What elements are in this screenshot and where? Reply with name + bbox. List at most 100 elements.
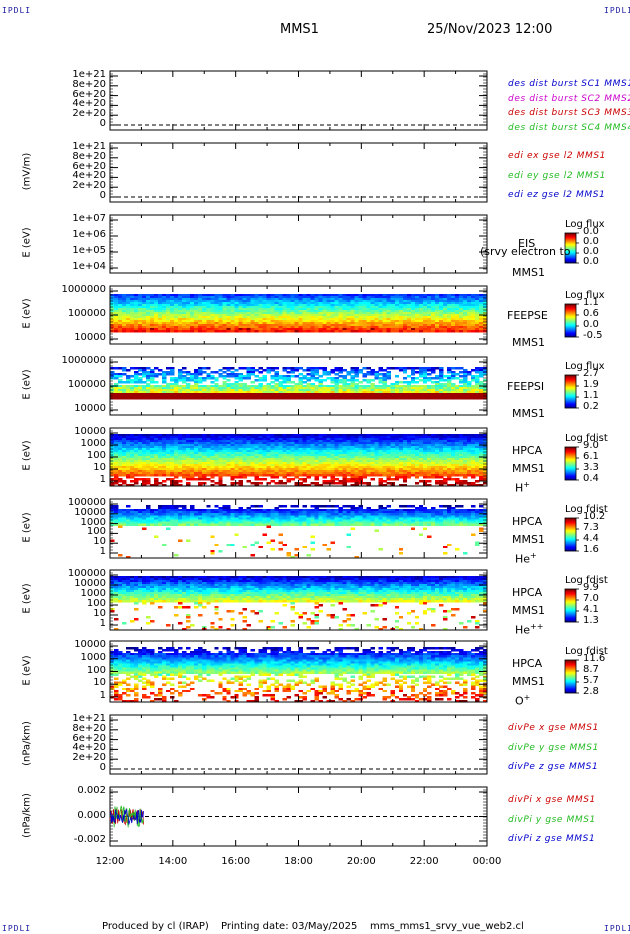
hpca-hepp-colorbar-label: 1.3 <box>583 615 599 626</box>
x-tick-label: 18:00 <box>284 856 313 867</box>
eis-ylabel: E (eV) <box>21 227 33 258</box>
eis-colorbar-label: 0.0 <box>583 226 599 237</box>
hpca-he-colorbar-label: 1.6 <box>583 544 599 555</box>
hpca-o-ytick-label: 10 <box>93 677 106 689</box>
hpca-hepp-species-label: He++ <box>515 622 544 637</box>
hpca-hepp-colorbar-label: 7.0 <box>583 593 599 604</box>
hpca-he-ytick-label: 100000 <box>67 497 106 508</box>
hpca-hepp-colorbar-label: 9.9 <box>583 582 599 593</box>
hpca-o-ytick-label: 1 <box>99 690 106 701</box>
hpca-he-colorbar-label: 4.4 <box>583 533 599 544</box>
eis-spacecraft-label: MMS1 <box>512 266 545 279</box>
hpca-he-ytick-label: 1000 <box>80 516 106 528</box>
feeps-e-colorbar-label: 0.6 <box>583 308 599 319</box>
hpca-he-colorbar-label: 7.3 <box>583 522 599 533</box>
feeps-e-colorbar-label: -0.5 <box>583 330 603 341</box>
feeps-e-spacecraft-label: MMS1 <box>512 336 545 349</box>
hpca-hepp-ytick-label: 100 <box>86 598 106 609</box>
edi-legend-3: edi ez gse l2 MMS1 <box>508 190 606 200</box>
edi-ytick-label: 6e+20 <box>72 160 106 172</box>
divpe-ytick-label: 4e+20 <box>72 742 106 754</box>
x-tick-label: 22:00 <box>409 856 439 867</box>
hpca-he-colorbar <box>564 517 579 552</box>
eis-ytick-label: 1e+05 <box>72 245 106 256</box>
eis-ytick-label: 1e+06 <box>72 229 106 240</box>
feeps-i-colorbar-label: 0.2 <box>583 401 599 412</box>
x-tick-label: 14:00 <box>158 856 188 867</box>
feeps-e-spectrogram <box>110 294 488 333</box>
hpca-hepp-colorbar <box>564 588 579 623</box>
hpca-h-spacecraft-label: MMS1 <box>512 462 545 475</box>
divpi-legend-1: divPi x gse MMS1 <box>508 795 596 805</box>
des-dist-legend-2: des dist burst SC2 MMS2 <box>508 93 630 104</box>
eis-ytick-label: 1e+04 <box>72 261 106 272</box>
hpca-hepp-ytick-label: 1 <box>99 618 106 629</box>
hpca-o-instrument-label: HPCA <box>512 657 543 670</box>
feeps-e-ytick-label: 100000 <box>67 308 106 319</box>
hpca-hepp-spacecraft-label: MMS1 <box>512 604 545 617</box>
divpi-trace <box>109 808 144 825</box>
hpca-he-ylabel: E (eV) <box>21 511 33 543</box>
eis-frame <box>109 214 488 274</box>
feeps-e-ytick-label: 10000 <box>74 332 106 343</box>
corner-label-bottom-right: IPDLI <box>604 924 630 933</box>
hpca-h-ylabel: E (eV) <box>21 440 33 471</box>
hpca-h-colorbar-label: 9.0 <box>583 440 599 451</box>
datetime-title: 25/Nov/2023 12:00 <box>427 22 553 37</box>
feeps-i-colorbar-label: 1.9 <box>583 379 599 390</box>
footer-script: mms_mms1_srvy_vue_web2.cl <box>370 921 524 932</box>
hpca-o-ytick-label: 100 <box>86 664 106 676</box>
eis-colorbar-label: 0.0 <box>583 236 599 247</box>
feeps-e-colorbar <box>564 303 579 338</box>
divpe-ytick-label: 0 <box>99 762 106 773</box>
feeps-i-ytick-label: 10000 <box>74 403 106 414</box>
hpca-he-colorbar-title: Log fdist <box>565 504 608 515</box>
x-tick-label: 16:00 <box>221 856 251 867</box>
hpca-o-colorbar-label: 2.8 <box>583 686 599 697</box>
hpca-o-colorbar <box>564 659 579 694</box>
hpca-o-species-charge: + <box>523 693 531 702</box>
des-dist-ytick-label: 0 <box>99 118 106 129</box>
edi-ytick-label: 2e+20 <box>72 180 106 192</box>
panel-hpca-o <box>109 640 579 703</box>
hpca-h-ytick-label: 1000 <box>80 438 106 449</box>
des-dist-ytick-label: 4e+20 <box>72 98 106 110</box>
hpca-h-colorbar <box>564 446 579 481</box>
hpca-he-colorbar-label: 10.2 <box>583 511 606 522</box>
hpca-hepp-ytick-label: 100000 <box>67 568 106 579</box>
divpi-legend-2: divPi y gse MMS1 <box>508 814 596 825</box>
hpca-h-ytick-label: 100 <box>86 450 106 461</box>
divpi-ytick-label: 0.002 <box>77 785 106 796</box>
hpca-o-ytick-label: 10000 <box>74 639 106 650</box>
hpca-o-ytick-label: 1000 <box>80 651 106 663</box>
hpca-o-species-label: O+ <box>515 693 531 708</box>
hpca-h-ytick-label: 1 <box>99 474 106 485</box>
divpe-ytick-label: 6e+20 <box>72 732 106 744</box>
edi-ylabel: (mV/m) <box>21 152 33 190</box>
x-tick-label: 12:00 <box>95 856 125 867</box>
hpca-hepp-spectrogram <box>110 576 488 631</box>
feeps-i-colorbar-label: 1.1 <box>583 390 599 401</box>
hpca-o-colorbar-title: Log fdist <box>565 646 608 657</box>
feeps-i-colorbar-label: 2.7 <box>583 368 599 379</box>
panel-hpca-h <box>109 427 579 487</box>
footer-printing: Printing date: 03/May/2025 <box>221 921 358 932</box>
divpi-ylabel: (nPa/km) <box>21 792 33 838</box>
hpca-h-species-charge: + <box>523 480 530 489</box>
hpca-he-ytick-label: 1 <box>99 546 106 557</box>
hpca-h-colorbar-title: Log fdist <box>565 433 608 444</box>
panel-eis <box>109 214 579 274</box>
feeps-i-ylabel: E (eV) <box>21 369 33 400</box>
feeps-e-colorbar-label: 1.1 <box>583 297 599 308</box>
des-dist-legend-1: des dist burst SC1 MMS1 <box>508 79 630 89</box>
hpca-o-ylabel: E (eV) <box>21 654 33 686</box>
hpca-hepp-ytick-label: 10000 <box>74 578 106 589</box>
hpca-h-spectrogram <box>110 434 488 487</box>
hpca-he-spacecraft-label: MMS1 <box>512 533 545 546</box>
eis-colorbar-title: Log flux <box>565 219 605 230</box>
feeps-e-colorbar-title: Log flux <box>565 290 605 301</box>
panel-des-dist <box>109 70 488 131</box>
eis-ytick-label: 1e+07 <box>72 213 106 224</box>
edi-ytick-label: 4e+20 <box>72 170 106 182</box>
